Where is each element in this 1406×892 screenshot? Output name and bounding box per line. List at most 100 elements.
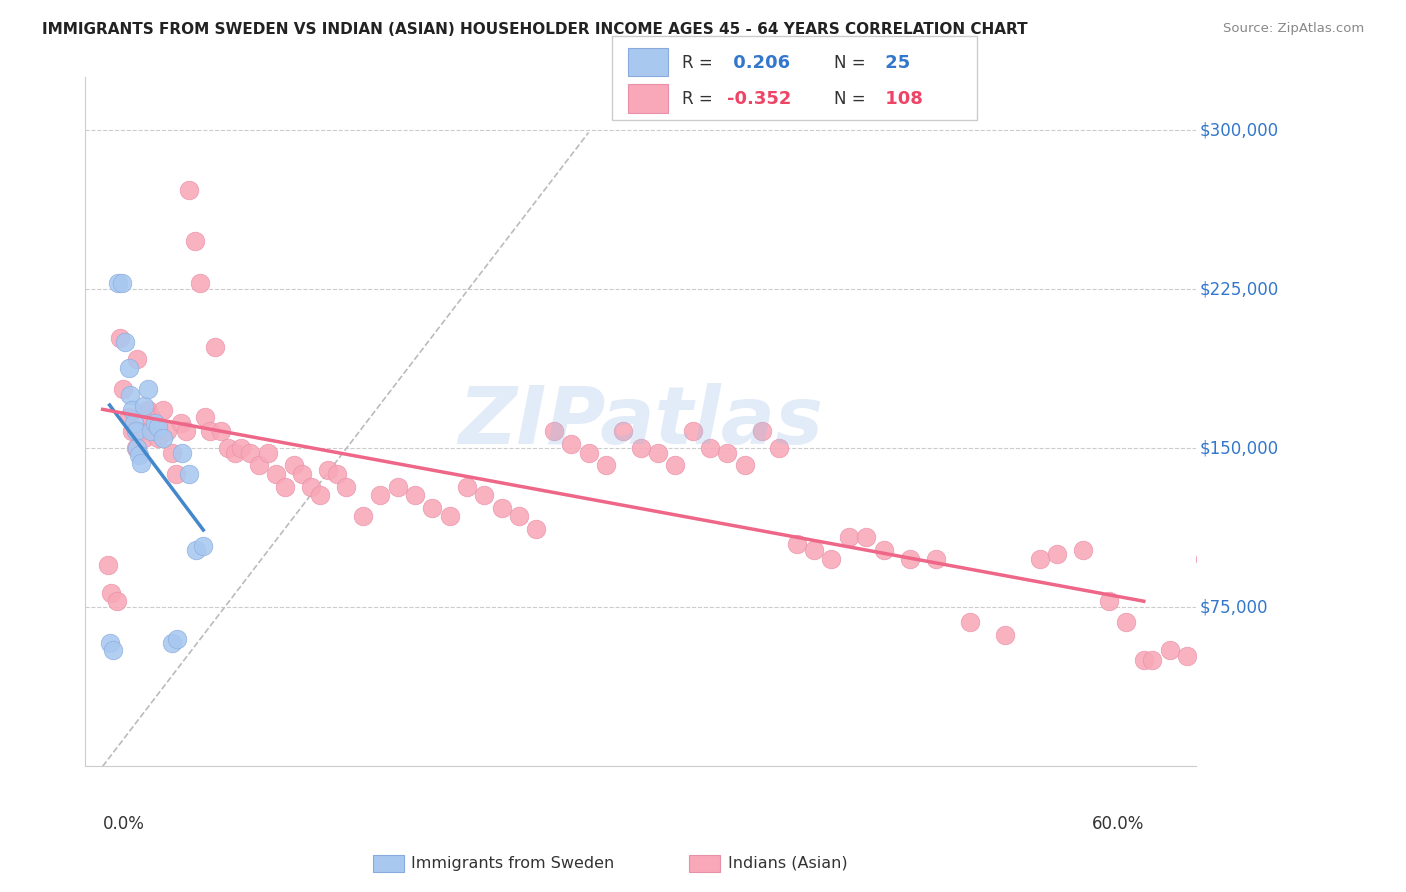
Point <box>124 442 146 456</box>
Point <box>283 458 305 473</box>
Point <box>217 442 239 456</box>
Point <box>121 425 143 439</box>
Point <box>141 425 163 439</box>
Text: R =: R = <box>682 54 718 71</box>
Point <box>959 615 981 630</box>
Point <box>716 445 738 459</box>
Point <box>595 458 617 473</box>
Point <box>148 420 170 434</box>
Point <box>118 409 141 424</box>
Point <box>274 479 297 493</box>
Point <box>387 479 409 493</box>
Point <box>1071 543 1094 558</box>
Point <box>560 437 582 451</box>
Point <box>368 488 391 502</box>
Text: $150,000: $150,000 <box>1199 440 1278 458</box>
Point <box>143 425 166 439</box>
Text: 0.0%: 0.0% <box>103 814 145 832</box>
Point <box>160 445 183 459</box>
Point <box>1046 547 1069 561</box>
Point <box>326 467 349 481</box>
Point <box>1194 551 1216 566</box>
Point <box>474 488 496 502</box>
Point <box>1246 585 1268 599</box>
Text: 0.206: 0.206 <box>727 54 790 71</box>
Point <box>439 509 461 524</box>
Point <box>1115 615 1137 630</box>
Point <box>224 445 246 459</box>
Point <box>1227 573 1250 587</box>
Point <box>128 448 150 462</box>
Point <box>308 488 330 502</box>
Point <box>1098 594 1121 608</box>
Point <box>165 467 187 481</box>
Text: 60.0%: 60.0% <box>1091 814 1144 832</box>
Point <box>129 456 152 470</box>
Point <box>160 636 183 650</box>
Point <box>664 458 686 473</box>
Point <box>612 425 634 439</box>
Point <box>97 558 120 572</box>
Point <box>630 442 652 456</box>
Point <box>855 530 877 544</box>
Point <box>209 425 232 439</box>
Point <box>256 445 278 459</box>
Point <box>129 425 152 439</box>
Point <box>264 467 287 481</box>
Point <box>143 416 166 430</box>
Point <box>194 409 217 424</box>
Point <box>200 425 222 439</box>
Point <box>152 431 174 445</box>
Point <box>120 388 142 402</box>
Point <box>121 403 143 417</box>
Point <box>239 445 262 459</box>
Point <box>186 543 208 558</box>
Point <box>134 431 156 445</box>
Text: Source: ZipAtlas.com: Source: ZipAtlas.com <box>1223 22 1364 36</box>
Point <box>404 488 426 502</box>
Point <box>98 636 121 650</box>
Point <box>456 479 478 493</box>
Point <box>179 467 201 481</box>
Point <box>124 425 146 439</box>
Point <box>994 628 1017 642</box>
Point <box>768 442 790 456</box>
Point <box>786 537 808 551</box>
Point <box>231 442 253 456</box>
Point <box>316 462 339 476</box>
Text: Indians (Asian): Indians (Asian) <box>728 856 848 871</box>
Point <box>114 335 136 350</box>
Point <box>183 234 205 248</box>
Point <box>122 416 145 430</box>
Point <box>1028 551 1050 566</box>
Text: 108: 108 <box>879 90 922 108</box>
Point <box>166 632 188 647</box>
Point <box>1133 653 1156 667</box>
Point <box>699 442 721 456</box>
Point <box>112 382 135 396</box>
Point <box>838 530 860 544</box>
Point <box>898 551 921 566</box>
Point <box>508 509 530 524</box>
Point <box>291 467 314 481</box>
Point <box>299 479 322 493</box>
Text: $300,000: $300,000 <box>1199 121 1278 139</box>
Text: $225,000: $225,000 <box>1199 280 1278 299</box>
Point <box>107 276 129 290</box>
Point <box>803 543 825 558</box>
Point <box>1159 642 1181 657</box>
Point <box>734 458 756 473</box>
Text: 25: 25 <box>879 54 910 71</box>
Point <box>1263 594 1285 608</box>
Point <box>526 522 548 536</box>
Point <box>118 360 141 375</box>
Point <box>127 442 149 456</box>
Point <box>127 352 149 367</box>
Point <box>924 551 946 566</box>
Point <box>352 509 374 524</box>
Point <box>111 276 134 290</box>
Point <box>172 445 194 459</box>
Point <box>491 500 513 515</box>
Text: N =: N = <box>834 90 870 108</box>
Point <box>682 425 704 439</box>
